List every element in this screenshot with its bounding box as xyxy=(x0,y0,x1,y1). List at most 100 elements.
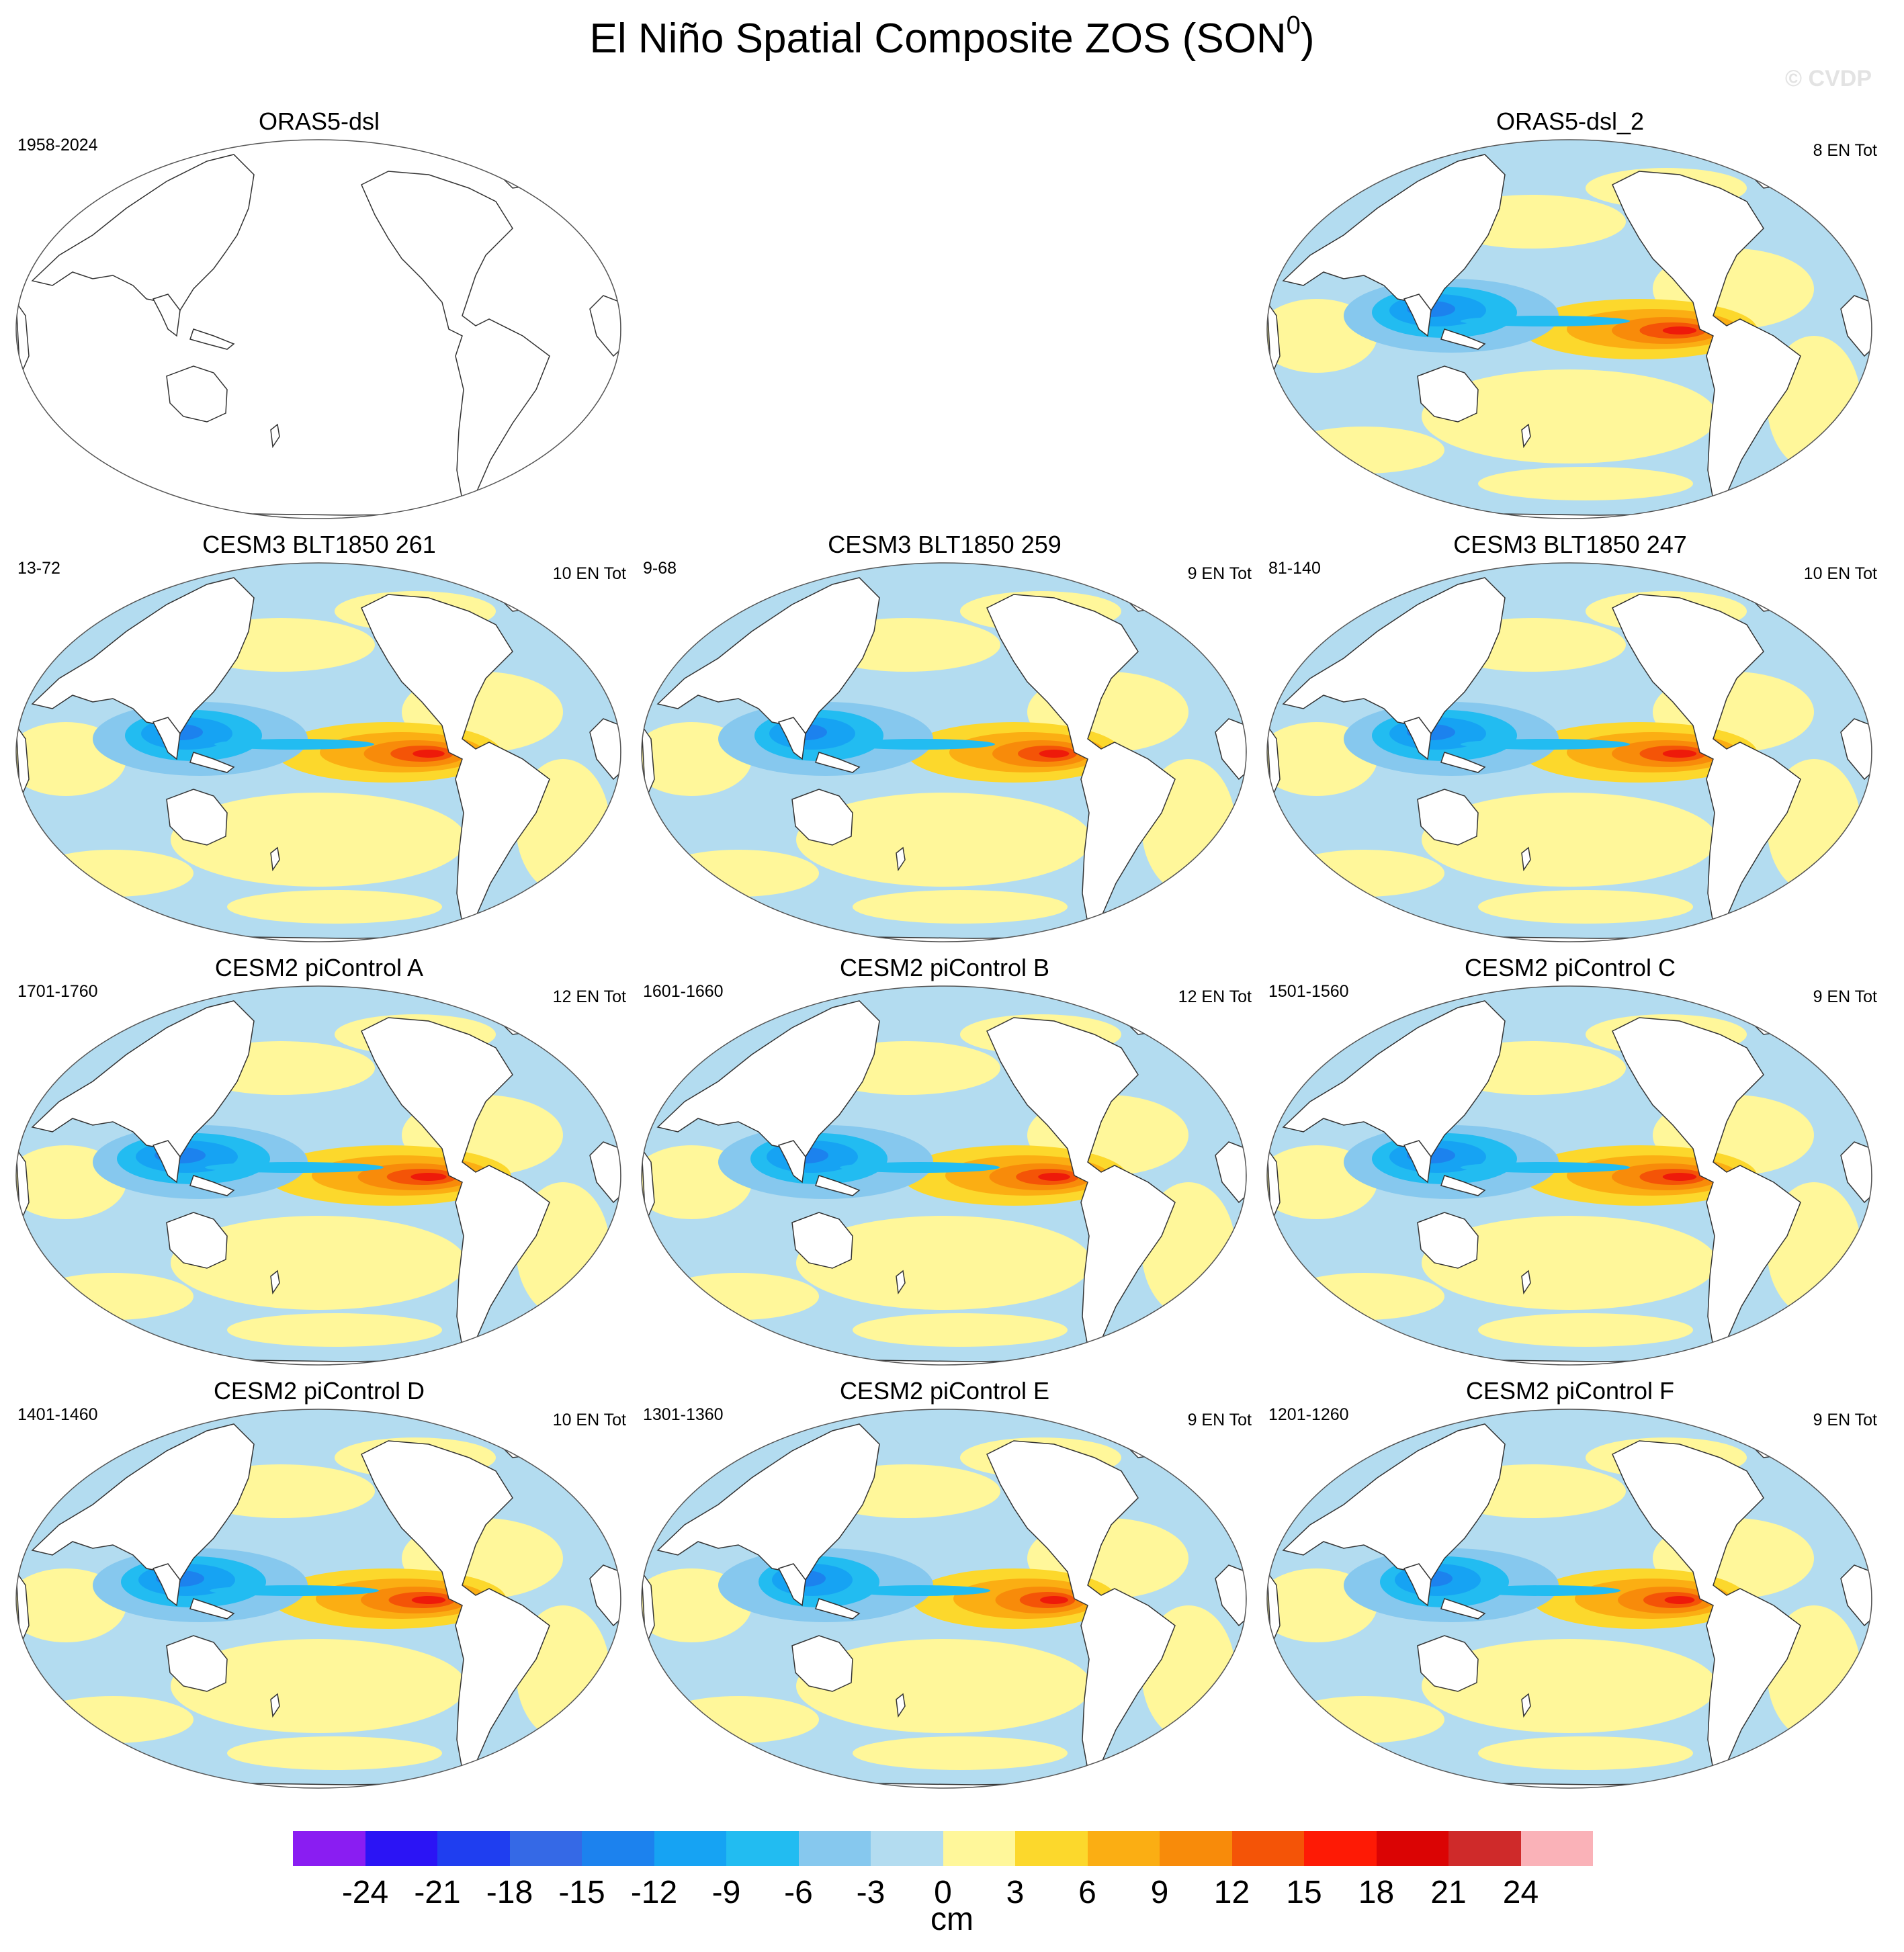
panel-title: CESM2 piControl C xyxy=(1464,954,1676,981)
equatorial-cold-stripe xyxy=(840,1162,1000,1173)
panel-title: CESM2 piControl D xyxy=(213,1377,425,1405)
landmass-australia xyxy=(1417,1635,1479,1692)
positive-anomaly-region xyxy=(171,793,466,887)
colorbar-swatch xyxy=(293,1831,365,1866)
landmass-nz xyxy=(1521,423,1531,449)
panel-years: 9-68 xyxy=(643,559,677,578)
colorbar-swatch xyxy=(1376,1831,1448,1866)
landmass-asia xyxy=(31,154,255,311)
positive-anomaly-region xyxy=(1422,1639,1717,1733)
colorbar-swatch xyxy=(1231,1831,1304,1866)
map-panel-cesm2-b: CESM2 piControl B 1601-1660 12 EN Tot xyxy=(632,954,1257,1370)
panel-years: 1958-2024 xyxy=(17,136,98,154)
warm-tongue-15 xyxy=(413,750,445,758)
positive-anomaly-region xyxy=(1283,427,1444,474)
positive-anomaly-region xyxy=(658,1273,819,1320)
map-panel-oras5-dsl: ORAS5-dsl 1958-2024 xyxy=(7,107,632,524)
map-field xyxy=(16,563,621,942)
equatorial-cold-stripe xyxy=(214,739,374,750)
landmass-asia xyxy=(31,1423,255,1581)
colorbar-swatch xyxy=(1520,1831,1593,1866)
robinson-map xyxy=(1266,562,1872,942)
warm-tongue-15 xyxy=(1038,1173,1070,1181)
warm-tongue-15 xyxy=(1040,1596,1068,1604)
colorbar-swatch xyxy=(871,1831,943,1866)
colorbar-tick-label: 18 xyxy=(1358,1875,1395,1910)
landmass-indochina xyxy=(777,1140,806,1184)
colorbar-swatch xyxy=(1160,1831,1232,1866)
landmass-nz xyxy=(1521,846,1531,872)
landmass-australia xyxy=(166,1212,228,1269)
panel-count: 8 EN Tot xyxy=(1813,141,1877,160)
panel-title: CESM2 piControl E xyxy=(839,1377,1050,1405)
landmass-asia xyxy=(31,1000,255,1157)
positive-anomaly-region xyxy=(853,1736,1068,1770)
landmass-nz xyxy=(896,1270,906,1295)
landmass-islands xyxy=(815,1175,861,1196)
map-field xyxy=(642,986,1246,1365)
equatorial-cold-stripe xyxy=(1470,1585,1620,1596)
panel-title: ORAS5-dsl_2 xyxy=(1496,107,1645,135)
map-field xyxy=(642,1409,1246,1788)
colorbar-swatch xyxy=(509,1831,582,1866)
landmass-indochina xyxy=(1403,1140,1432,1184)
colorbar-tick-label: 0 xyxy=(934,1875,952,1910)
positive-anomaly-region xyxy=(796,793,1092,887)
positive-anomaly-region xyxy=(658,1696,819,1743)
landmass-australia xyxy=(791,1635,853,1692)
panel-title: CESM3 BLT1850 259 xyxy=(828,531,1062,558)
map-outline xyxy=(641,985,1247,1366)
colorbar xyxy=(293,1831,1593,1866)
landmass-africa_w xyxy=(589,718,621,781)
map-panel-cesm2-f: CESM2 piControl F 1201-1260 9 EN Tot xyxy=(1258,1377,1883,1793)
landmass-asia xyxy=(1282,1000,1506,1157)
colorbar-swatch xyxy=(798,1831,871,1866)
map-outline xyxy=(15,139,621,519)
positive-anomaly-region xyxy=(1283,850,1444,897)
landmass-nz xyxy=(270,423,280,449)
landmass-islands xyxy=(189,1175,235,1196)
panel-count: 10 EN Tot xyxy=(1803,564,1877,583)
landmass-america xyxy=(1612,171,1801,508)
map-field xyxy=(16,140,621,519)
landmass-africa_w xyxy=(589,1564,621,1627)
colorbar-units: cm xyxy=(931,1902,973,1937)
map-panel-cesm3-259: CESM3 BLT1850 259 9-68 9 EN Tot xyxy=(632,531,1257,947)
warm-tongue-15 xyxy=(1662,1173,1697,1181)
warm-tongue-15 xyxy=(1039,750,1070,758)
landmass-america xyxy=(986,1017,1176,1355)
colorbar-tick-label: -18 xyxy=(486,1875,533,1910)
landmass-africa_w xyxy=(1215,1141,1246,1204)
panel-title: CESM3 BLT1850 261 xyxy=(202,531,436,558)
positive-anomaly-region xyxy=(227,1736,442,1770)
map-panel-cesm2-a: CESM2 piControl A 1701-1760 12 EN Tot xyxy=(7,954,632,1370)
landmass-australia xyxy=(1417,789,1479,846)
panel-count: 10 EN Tot xyxy=(552,564,626,583)
panel-years: 1201-1260 xyxy=(1268,1405,1349,1424)
map-panel-cesm2-e: CESM2 piControl E 1301-1360 9 EN Tot xyxy=(632,1377,1257,1793)
map-outline xyxy=(1266,1409,1872,1789)
colorbar-tick-label: -6 xyxy=(784,1875,813,1910)
colorbar-swatch xyxy=(943,1831,1015,1866)
positive-anomaly-region xyxy=(1478,467,1693,500)
robinson-map xyxy=(1266,1409,1872,1789)
panel-count: 9 EN Tot xyxy=(1187,1411,1252,1429)
landmass-australia xyxy=(166,1635,228,1692)
panel-years: 1501-1560 xyxy=(1268,982,1349,1001)
panel-title: ORAS5-dsl xyxy=(258,107,380,135)
colorbar-tick-label: 12 xyxy=(1213,1875,1250,1910)
landmass-nz xyxy=(1521,1270,1531,1295)
positive-anomaly-region xyxy=(227,1313,442,1347)
warm-tongue-15 xyxy=(1662,750,1697,758)
panel-count: 9 EN Tot xyxy=(1187,564,1252,583)
equatorial-cold-stripe xyxy=(205,1162,384,1173)
warm-tongue-15 xyxy=(1662,326,1697,335)
colorbar-swatch xyxy=(437,1831,510,1866)
robinson-map xyxy=(1266,139,1872,519)
panel-years: 13-72 xyxy=(17,559,60,578)
landmass-islands xyxy=(1440,1175,1486,1196)
colorbar-swatch xyxy=(1304,1831,1377,1866)
colorbar-tick-label: 21 xyxy=(1430,1875,1467,1910)
landmass-asia xyxy=(31,577,255,734)
colorbar-tick-label: -24 xyxy=(341,1875,389,1910)
